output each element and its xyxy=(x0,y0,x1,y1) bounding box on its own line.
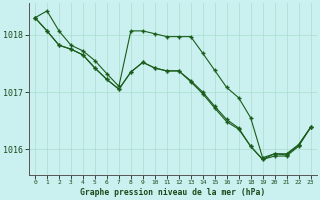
X-axis label: Graphe pression niveau de la mer (hPa): Graphe pression niveau de la mer (hPa) xyxy=(80,188,265,197)
